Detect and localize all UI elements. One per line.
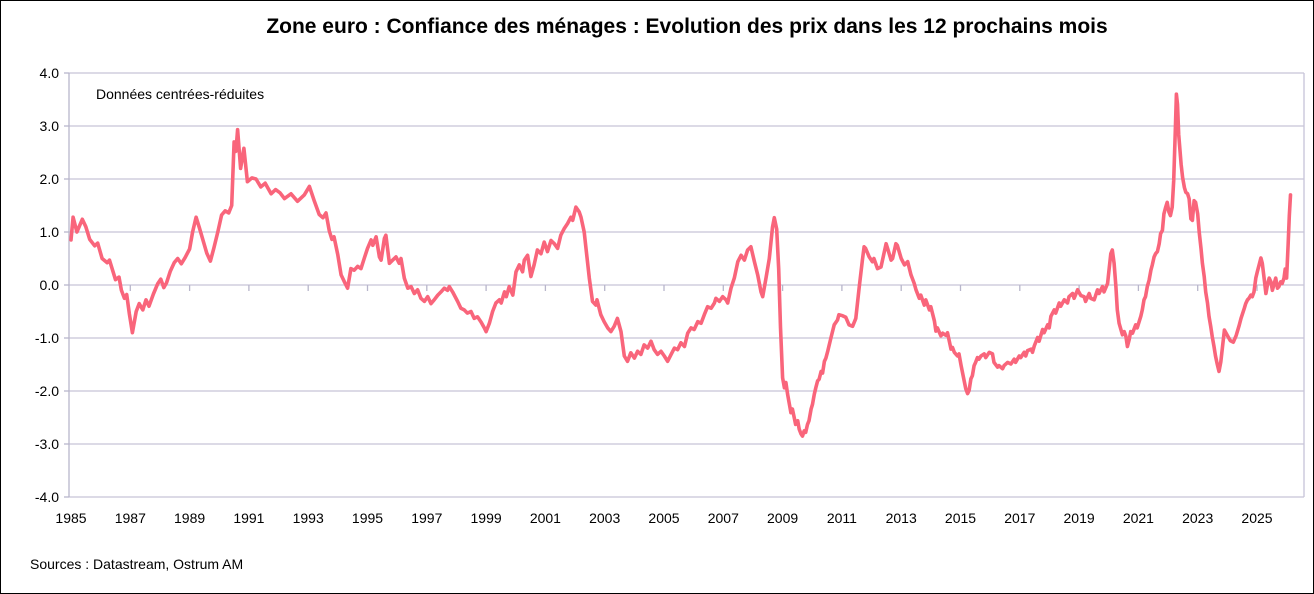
x-tick-label: 1993 <box>293 510 324 526</box>
y-tick-label: -2.0 <box>35 383 59 399</box>
x-tick-label: 2013 <box>886 510 917 526</box>
x-tick-label: 2005 <box>648 510 679 526</box>
y-tick-label: 4.0 <box>40 65 60 81</box>
x-tick-label: 2015 <box>945 510 976 526</box>
x-tick-label: 2011 <box>827 510 857 526</box>
source-note: Sources : Datastream, Ostrum AM <box>30 556 244 572</box>
y-tick-label: 2.0 <box>40 171 60 187</box>
x-tick-label: 1985 <box>55 510 86 526</box>
x-tick-label: 2021 <box>1123 510 1154 526</box>
y-tick-label: -1.0 <box>35 330 59 346</box>
x-tick-label: 1995 <box>352 510 383 526</box>
page-title: Zone euro : Confiance des ménages : Evol… <box>266 15 1108 38</box>
y-tick-label: 0.0 <box>40 277 60 293</box>
x-tick-label: 1997 <box>411 510 442 526</box>
x-tick-label: 2001 <box>530 510 561 526</box>
x-tick-label: 2019 <box>1064 510 1095 526</box>
x-tick-label: 2009 <box>767 510 798 526</box>
x-tick-label: 2023 <box>1182 510 1213 526</box>
y-tick-label: -3.0 <box>35 436 59 452</box>
x-tick-label: 1991 <box>233 510 264 526</box>
y-tick-label: 1.0 <box>40 224 60 240</box>
chart-annotation: Données centrées-réduites <box>96 86 265 102</box>
price-expectations-line <box>69 92 1293 438</box>
x-tick-label: 2017 <box>1004 510 1035 526</box>
x-tick-label: 1987 <box>115 510 146 526</box>
x-tick-label: 2007 <box>708 510 739 526</box>
x-tick-label: 1989 <box>174 510 205 526</box>
x-tick-label: 1999 <box>471 510 502 526</box>
y-tick-label: -4.0 <box>35 489 59 505</box>
y-tick-label: 3.0 <box>40 118 60 134</box>
x-tick-label: 2003 <box>589 510 620 526</box>
x-tick-label: 2025 <box>1241 510 1272 526</box>
